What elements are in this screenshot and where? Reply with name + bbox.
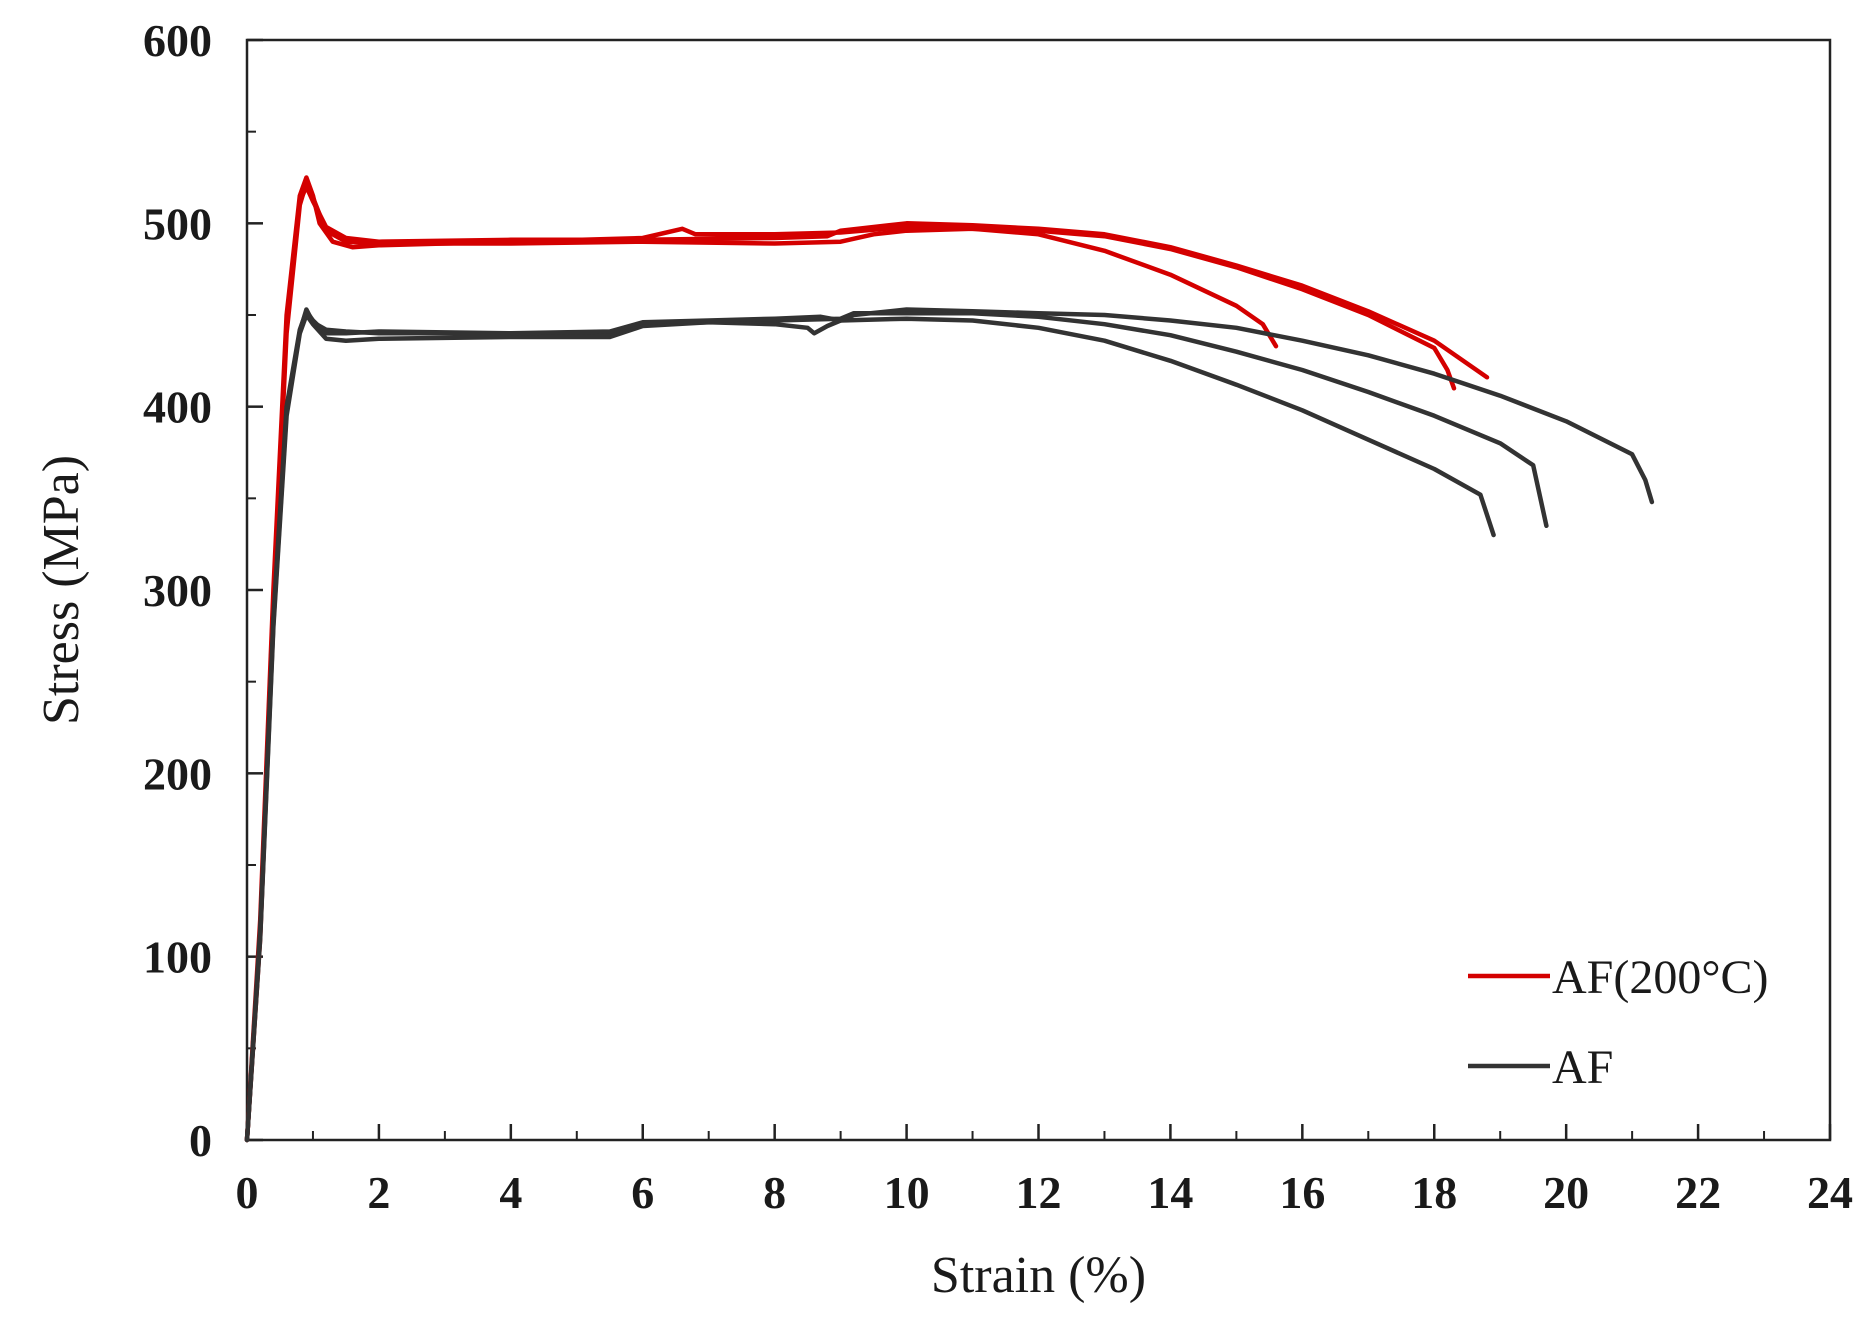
y-tick-label: 100 <box>143 932 212 983</box>
y-axis: 0 100 200 300 400 500 600 <box>143 15 263 1166</box>
y-tick-label: 0 <box>189 1115 212 1166</box>
y-tick-label: 300 <box>143 565 212 616</box>
y-tick-label: 200 <box>143 748 212 799</box>
x-tick-label: 6 <box>631 1167 654 1218</box>
y-tick-label: 600 <box>143 15 212 66</box>
x-tick-label: 4 <box>499 1167 522 1218</box>
x-tick-label: 10 <box>884 1167 930 1218</box>
legend-label: AF <box>1552 1041 1613 1094</box>
y-axis-label: Stress (MPa) <box>33 455 90 725</box>
y-tick-label: 500 <box>143 198 212 249</box>
x-tick-label: 14 <box>1147 1167 1193 1218</box>
x-tick-label: 8 <box>763 1167 786 1218</box>
x-tick-label: 18 <box>1411 1167 1457 1218</box>
legend-label: AF(200°C) <box>1552 951 1769 1004</box>
series-line-af-5 <box>244 309 1549 1143</box>
series-line-af-4 <box>244 312 1496 1143</box>
x-axis-label: Strain (%) <box>931 1247 1146 1304</box>
x-tick-label: 0 <box>236 1167 259 1218</box>
x-tick-label: 12 <box>1016 1167 1062 1218</box>
x-tick-label: 2 <box>367 1167 390 1218</box>
series-line-af200-3 <box>244 184 1490 1143</box>
x-axis: 0 2 4 6 8 10 12 14 16 18 20 22 24 <box>236 1124 1853 1218</box>
x-tick-label: 22 <box>1675 1167 1721 1218</box>
x-tick-label: 24 <box>1807 1167 1853 1218</box>
x-tick-label: 16 <box>1279 1167 1325 1218</box>
series-line-af200-2 <box>244 180 1457 1143</box>
x-tick-label: 20 <box>1543 1167 1589 1218</box>
y-tick-label: 400 <box>143 382 212 433</box>
legend: AF(200°C) AF <box>1468 951 1769 1094</box>
series-line-af-6 <box>244 307 1655 1143</box>
series-lines <box>244 175 1655 1143</box>
